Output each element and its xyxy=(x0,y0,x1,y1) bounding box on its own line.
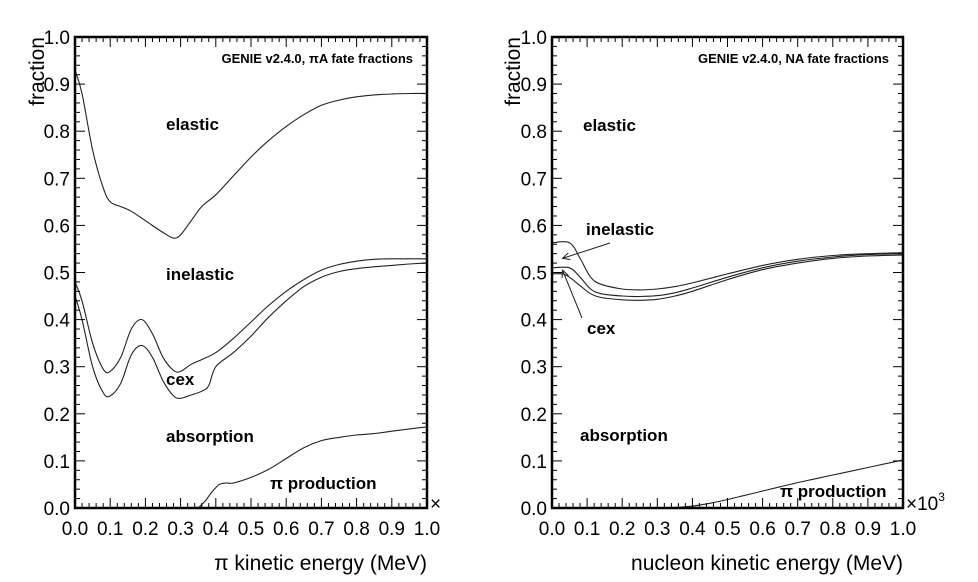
y-tick-label: 0.6 xyxy=(44,216,70,237)
y-tick-label: 0.2 xyxy=(521,405,547,426)
y-tick-label: 0.7 xyxy=(44,169,70,190)
region-label: elastic xyxy=(166,115,219,134)
y-tick-label: 1.0 xyxy=(44,28,70,49)
x-tick-label: 0.2 xyxy=(609,519,635,540)
annotation-arrow-inelastic xyxy=(562,242,611,259)
y-tick-label: 0.0 xyxy=(521,499,547,520)
region-label: π production xyxy=(780,482,887,501)
y-tick-label: 0.0 xyxy=(44,499,70,520)
y-tick-label: 0.3 xyxy=(44,358,70,379)
x-tick-label: 0.8 xyxy=(820,519,846,540)
x-tick-label: 0.2 xyxy=(132,519,158,540)
series-line-elastic-boundary xyxy=(74,69,428,239)
x-multiplier-exponent: 3 xyxy=(938,490,945,504)
region-label: inelastic xyxy=(586,220,654,239)
x-tick-label: 0.8 xyxy=(343,519,369,540)
x-tick-label: 0.7 xyxy=(784,519,810,540)
chart-title: GENIE v2.4.0, πA fate fractions xyxy=(221,51,413,66)
y-axis-title: fraction xyxy=(26,37,49,106)
y-tick-label: 0.1 xyxy=(521,452,547,473)
x-tick-label: 0.6 xyxy=(749,519,775,540)
y-tick-label: 0.5 xyxy=(44,264,70,285)
annotation-arrow-cex xyxy=(562,269,583,319)
x-multiplier-text: × xyxy=(430,494,441,515)
y-tick-label: 0.4 xyxy=(521,311,548,332)
series-line-inelastic-boundary xyxy=(551,253,904,298)
y-tick-label: 0.2 xyxy=(44,405,70,426)
series-line-inelastic-boundary xyxy=(74,258,427,374)
y-tick-label: 0.5 xyxy=(521,264,547,285)
panel-n-a: 0.0 0.1 0.2 0.3 0.4 0.5 0.6 0.7 0.8 0.9 1.0 0.0 0.1 0… xyxy=(502,28,945,575)
x-tick-label: 0.1 xyxy=(97,519,123,540)
x-tick-label: 0.5 xyxy=(238,519,264,540)
chart-title: GENIE v2.4.0, NA fate fractions xyxy=(698,51,889,66)
region-label: absorption xyxy=(166,427,254,446)
x-multiplier-label: × xyxy=(430,494,441,515)
y-tick-label: 0.8 xyxy=(44,122,70,143)
y-axis-title: fraction xyxy=(502,37,525,106)
y-tick-label: 0.7 xyxy=(521,169,547,190)
region-label: elastic xyxy=(583,116,636,135)
x-tick-label: 0.0 xyxy=(539,519,565,540)
x-tick-label: 0.5 xyxy=(714,519,740,540)
series-line-cex-boundary xyxy=(551,254,904,301)
x-tick-label: 0.4 xyxy=(203,519,230,540)
region-label: absorption xyxy=(580,426,668,445)
y-tick-label: 0.9 xyxy=(44,75,70,96)
x-tick-label: 0.9 xyxy=(855,519,881,540)
annotation-arrowhead-inelastic xyxy=(561,252,571,260)
y-tick-label: 0.4 xyxy=(44,311,71,332)
series-line-cex-boundary xyxy=(74,262,428,399)
x-tick-label: 1.0 xyxy=(890,519,916,540)
x-tick-label: 0.3 xyxy=(167,519,193,540)
x-tick-label: 1.0 xyxy=(414,519,440,540)
x-multiplier-label: ×103 xyxy=(906,490,945,515)
annotation-arrowhead-cex xyxy=(561,269,569,279)
x-tick-label: 0.3 xyxy=(644,519,670,540)
x-tick-label: 0.1 xyxy=(574,519,600,540)
x-tick-label: 0.0 xyxy=(62,519,88,540)
x-tick-label: 0.7 xyxy=(308,519,334,540)
x-axis-title: nucleon kinetic energy (MeV) xyxy=(631,552,903,575)
y-tick-label: 0.3 xyxy=(521,358,547,379)
x-axis-title: π kinetic energy (MeV) xyxy=(214,552,427,575)
y-tick-label: 0.6 xyxy=(521,216,547,237)
y-tick-label: 0.8 xyxy=(521,122,547,143)
series-line-absorption-boundary xyxy=(197,426,428,509)
series-line-elastic-boundary xyxy=(551,241,904,291)
x-tick-label: 0.4 xyxy=(679,519,706,540)
y-tick-label: 0.1 xyxy=(44,452,70,473)
region-label: cex xyxy=(587,319,616,338)
y-tick-label: 0.9 xyxy=(521,75,547,96)
region-label: cex xyxy=(166,370,195,389)
region-label: inelastic xyxy=(166,265,234,284)
x-tick-label: 0.6 xyxy=(273,519,299,540)
y-tick-label: 1.0 xyxy=(521,28,547,49)
series-line-absorption-boundary xyxy=(657,459,904,509)
x-multiplier-text: ×10 xyxy=(906,494,938,515)
x-tick-label: 0.9 xyxy=(379,519,405,540)
region-label: π production xyxy=(270,474,377,493)
panel-pi-a: 0.0 0.1 0.2 0.3 0.4 0.5 0.6 0.7 0.8 0.9 1.0 0.0 0.1 0… xyxy=(26,28,441,575)
